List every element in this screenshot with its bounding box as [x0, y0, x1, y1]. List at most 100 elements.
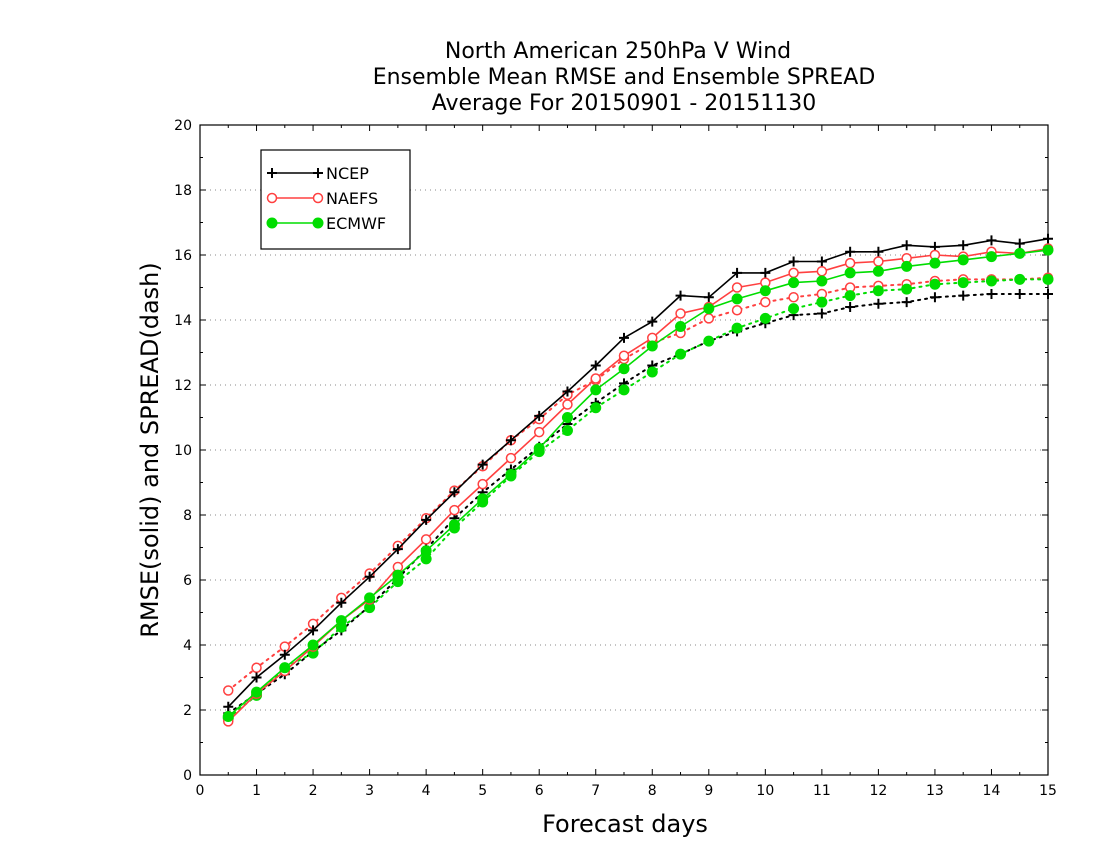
x-tick-label: 3 [365, 783, 374, 799]
ecmwf-rmse-point [929, 257, 941, 269]
ecmwf-rmse-point [985, 251, 997, 263]
ecmwf-spread-point [731, 322, 743, 334]
ecmwf-rmse-point [731, 293, 743, 305]
y-tick-label: 20 [174, 118, 192, 134]
ncep-rmse-point [308, 625, 319, 636]
ncep-spread-point [816, 308, 827, 319]
ncep-spread-series [223, 289, 1053, 719]
x-tick-label: 13 [926, 783, 944, 799]
ncep-rmse-point [901, 240, 912, 251]
naefs-spread-point [223, 685, 234, 696]
naefs-spread-point [788, 292, 799, 303]
y-tick-label: 16 [174, 248, 192, 264]
ncep-spread-point [958, 290, 969, 301]
naefs-rmse-point [844, 257, 856, 269]
ecmwf-rmse-point [307, 639, 319, 651]
ecmwf-rmse-point [872, 265, 884, 277]
y-tick-label: 10 [174, 443, 192, 459]
ecmwf-spread-point [872, 285, 884, 297]
ecmwf-rmse-point [590, 384, 602, 396]
legend-item-ncep: NCEP [267, 164, 369, 183]
ncep-rmse-point [788, 256, 799, 267]
ecmwf-rmse-point [448, 519, 460, 531]
ecmwf-rmse-point [279, 662, 291, 674]
ecmwf-rmse-point [477, 493, 489, 505]
naefs-spread-point [760, 296, 771, 308]
ecmwf-spread-point [816, 296, 828, 308]
ncep-spread-point [901, 297, 912, 308]
ncep-rmse-point [647, 316, 658, 327]
ncep-spread-point [986, 289, 997, 299]
ecmwf-spread-point [618, 384, 630, 396]
ncep-rmse-point [816, 256, 827, 267]
x-tick-label: 0 [196, 783, 205, 799]
ncep-spread-point [845, 302, 856, 312]
ncep-rmse-point [873, 246, 884, 257]
ncep-rmse-point [251, 672, 262, 683]
naefs-spread-line [227, 276, 1049, 692]
x-tick-label: 12 [869, 783, 887, 799]
naefs-rmse-series [223, 243, 1054, 727]
y-tick-label: 18 [174, 183, 192, 199]
naefs-rmse-point [873, 256, 884, 267]
naefs-spread-series [223, 272, 1054, 696]
legend-label-naefs: NAEFS [326, 189, 378, 208]
naefs-rmse-point [505, 452, 517, 464]
ecmwf-rmse-point [675, 321, 687, 332]
ncep-rmse-point [590, 360, 601, 371]
legend-marker-naefs [312, 192, 324, 204]
ecmwf-spread-point [561, 425, 573, 436]
ecmwf-rmse-point [1014, 247, 1026, 259]
legend-label-ecmwf: ECMWF [326, 214, 386, 233]
ncep-rmse-point [477, 459, 488, 470]
naefs-rmse-point [675, 308, 686, 319]
ncep-rmse-point [1014, 238, 1025, 249]
ecmwf-spread-point [1014, 273, 1026, 285]
ecmwf-spread-point [759, 312, 771, 324]
title-line-2: Ensemble Mean RMSE and Ensemble SPREAD [373, 65, 876, 90]
ecmwf-rmse-point [222, 711, 234, 722]
x-tick-label: 10 [756, 783, 774, 799]
ncep-spread-point [873, 298, 884, 309]
ecmwf-spread-series [222, 273, 1054, 724]
ecmwf-rmse-point [392, 569, 404, 581]
ecmwf-rmse-point [1042, 244, 1054, 256]
ncep-rmse-point [986, 235, 997, 246]
ecmwf-rmse-point [420, 545, 432, 557]
legend-item-naefs: NAEFS [266, 189, 378, 208]
legend-marker-ncep [313, 168, 323, 178]
legend-box [260, 149, 411, 250]
legend-marker-naefs [266, 192, 278, 204]
x-tick-label: 5 [478, 783, 487, 799]
ecmwf-spread-point [675, 348, 687, 360]
ecmwf-rmse-point [618, 363, 630, 375]
ecmwf-spread-line [227, 278, 1049, 720]
ncep-rmse-point [703, 292, 714, 303]
ecmwf-spread-point [957, 277, 969, 289]
legend-marker-ecmwf [312, 217, 324, 229]
naefs-rmse-point [618, 350, 630, 361]
ecmwf-rmse-point [844, 267, 856, 279]
y-tick-label: 6 [183, 573, 192, 589]
legend: NCEP NAEFS ECMWF [260, 149, 411, 250]
ecmwf-rmse-series [222, 244, 1054, 722]
naefs-rmse-point [816, 266, 828, 277]
legend-item-ecmwf: ECMWF [266, 214, 386, 233]
ecmwf-rmse-point [957, 254, 969, 266]
legend-label-ncep: NCEP [326, 164, 369, 183]
ncep-rmse-point [392, 544, 403, 555]
naefs-spread-point [251, 662, 262, 673]
y-tick-label: 8 [183, 508, 192, 524]
ecmwf-spread-point [985, 275, 997, 287]
naefs-rmse-point [788, 267, 799, 279]
x-tick-label: 11 [813, 783, 831, 799]
ecmwf-spread-point [788, 303, 800, 315]
ecmwf-rmse-point [251, 686, 263, 698]
ecmwf-spread-point [646, 366, 658, 378]
naefs-rmse-point [731, 282, 743, 293]
x-tick-label: 1 [252, 783, 261, 799]
ncep-rmse-point [279, 649, 290, 660]
ncep-rmse-point [1043, 233, 1053, 244]
chart-title: North American 250hPa V Wind Ensemble Me… [373, 39, 876, 116]
